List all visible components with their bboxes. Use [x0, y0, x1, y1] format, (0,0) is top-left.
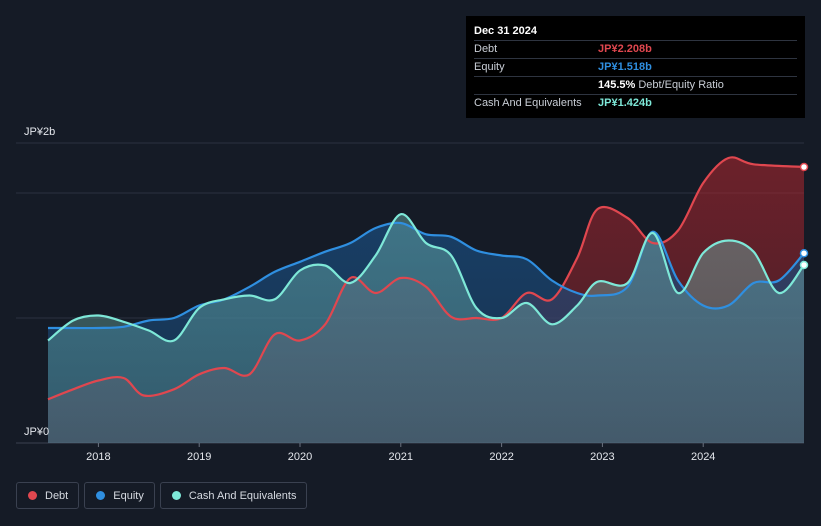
- debt-line: [47, 156, 805, 401]
- tooltip-panel: Dec 31 2024 Debt JP¥2.208b Equity JP¥1.5…: [466, 16, 805, 118]
- legend-label-cash: Cash And Equivalents: [188, 489, 297, 502]
- x-tick-label: 2022: [489, 451, 513, 463]
- tooltip-value-debt: JP¥2.208b: [598, 43, 652, 55]
- x-tick-label: 2019: [187, 451, 211, 463]
- equity-end-marker: [799, 249, 809, 258]
- cash-area: [48, 214, 804, 443]
- legend-item-cash[interactable]: Cash And Equivalents: [159, 482, 308, 509]
- x-tick-label: 2024: [691, 451, 715, 463]
- legend-label-equity: Equity: [113, 489, 144, 502]
- cash-line: [47, 213, 805, 343]
- x-axis-ticks: 2018 2019 2020 2021 2022 2023 2024: [86, 443, 715, 463]
- cash-end-marker: [799, 260, 809, 270]
- y-axis-bottom-label: JP¥0: [24, 426, 49, 438]
- series-lines: [47, 156, 805, 401]
- tooltip-label: Cash And Equivalents: [474, 97, 582, 109]
- equity-line: [48, 221, 805, 330]
- tooltip-ratio-label: Debt/Equity Ratio: [638, 79, 724, 91]
- x-tick-label: 2018: [86, 451, 110, 463]
- legend-dot-cash-icon: [171, 491, 181, 500]
- tooltip-row-equity: Equity JP¥1.518b: [474, 59, 797, 77]
- tooltip-label: Debt: [474, 43, 498, 55]
- legend-item-equity[interactable]: Equity: [84, 482, 155, 509]
- x-tick-label: 2020: [288, 451, 312, 463]
- tooltip-row-debt: Debt JP¥2.208b: [474, 41, 797, 59]
- tooltip-value-equity: JP¥1.518b: [598, 61, 652, 73]
- tooltip-label: Equity: [474, 61, 505, 73]
- legend-item-debt[interactable]: Debt: [16, 482, 80, 509]
- tooltip-value-cash: JP¥1.424b: [598, 97, 652, 109]
- x-tick-label: 2021: [389, 451, 413, 463]
- tooltip-value-ratio: 145.5%: [598, 79, 636, 91]
- area-fills: [48, 157, 804, 443]
- chart-legend: Debt Equity Cash And Equivalents: [16, 482, 308, 509]
- end-markers: [799, 162, 809, 270]
- tooltip-row-ratio: 145.5% Debt/Equity Ratio: [474, 77, 797, 95]
- debt-end-marker: [799, 162, 809, 172]
- legend-label-debt: Debt: [45, 489, 69, 502]
- x-tick-label: 2023: [590, 451, 614, 463]
- tooltip-row-cash: Cash And Equivalents JP¥1.424b: [474, 95, 797, 112]
- tooltip-label: [474, 77, 598, 94]
- y-axis-top-label: JP¥2b: [24, 126, 55, 138]
- legend-dot-equity-icon: [96, 491, 106, 500]
- legend-dot-debt-icon: [28, 491, 37, 500]
- tooltip-date: Dec 31 2024: [474, 23, 797, 41]
